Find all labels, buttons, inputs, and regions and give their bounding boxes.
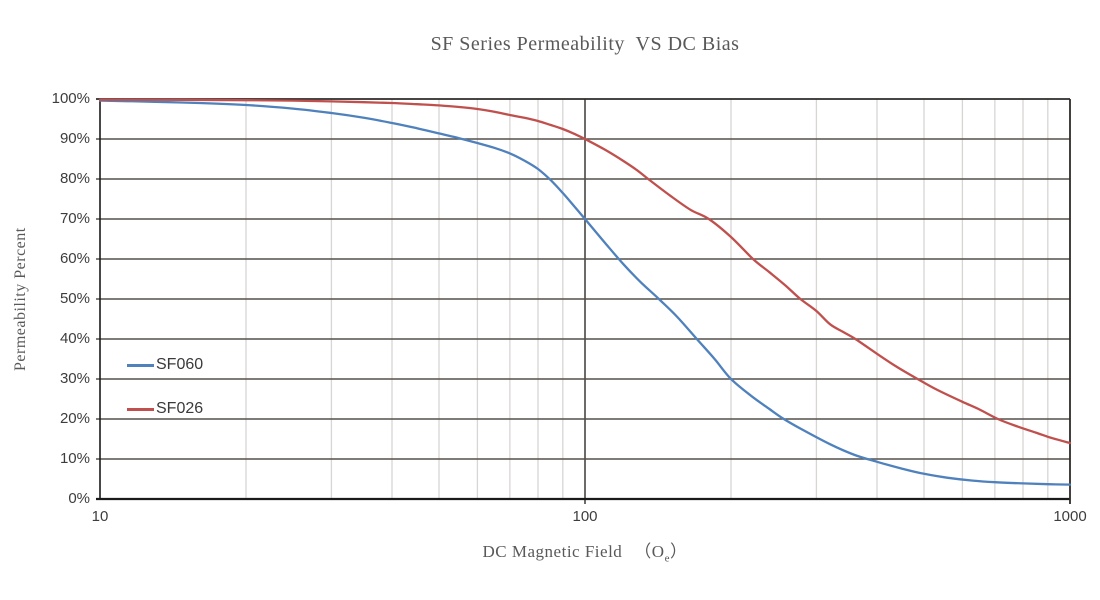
y-tick-label: 80%: [59, 170, 90, 187]
x-tick-label: 100: [572, 508, 598, 525]
legend-item-sf060: SF060: [127, 354, 203, 376]
chart-title: SF Series Permeability VS DC Bias: [430, 33, 740, 55]
legend-line-swatch-sf026: [127, 407, 154, 411]
x-axis-unit: （Oe）: [634, 542, 688, 565]
legend-line-swatch-sf060: [127, 363, 154, 367]
y-tick-label: 0%: [68, 490, 90, 507]
series-line-sf026: [98, 98, 1072, 445]
x-axis-title: DC Magnetic Field （Oe）: [35, 537, 1100, 564]
y-tick-label: 60%: [59, 250, 90, 267]
legend-item-sf026: SF026: [127, 398, 203, 420]
legend: SF060 SF026: [127, 354, 203, 442]
x-tick-label: 1000: [1053, 508, 1087, 525]
y-tick-label: 20%: [59, 410, 90, 427]
y-tick-label: 30%: [59, 370, 90, 387]
y-tick-label: 50%: [59, 290, 90, 307]
x-axis-title-text: DC Magnetic Field: [482, 542, 623, 561]
legend-label-sf026: SF026: [156, 400, 204, 417]
y-tick-label: 40%: [59, 330, 90, 347]
y-tick-label: 70%: [59, 210, 90, 227]
x-tick-label: 10: [91, 508, 109, 525]
series-line-sf060: [98, 99, 1072, 486]
y-tick-label: 90%: [59, 130, 90, 147]
legend-label-sf060: SF060: [156, 356, 204, 373]
y-tick-label: 10%: [59, 450, 90, 467]
y-tick-label: 100%: [51, 90, 90, 107]
